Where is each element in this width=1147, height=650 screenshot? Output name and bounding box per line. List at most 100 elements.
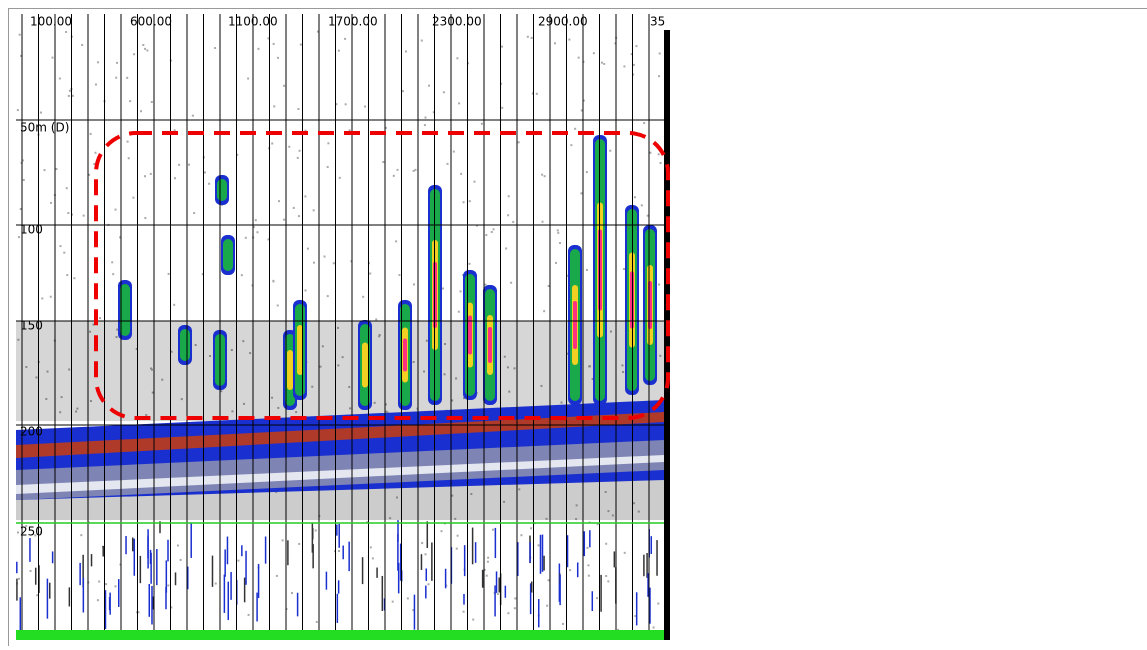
streak — [118, 581, 120, 607]
streak — [337, 594, 339, 623]
speckle — [660, 162, 662, 164]
streak — [256, 593, 258, 622]
speckle — [150, 173, 152, 175]
speckle — [41, 297, 43, 299]
speckle — [425, 117, 427, 119]
streak — [421, 554, 423, 570]
speckle — [97, 599, 99, 601]
speckle — [586, 171, 588, 173]
streak — [376, 568, 378, 578]
speckle — [398, 274, 400, 276]
streak — [498, 577, 500, 592]
streak — [482, 570, 484, 588]
speckle — [146, 49, 148, 51]
speckle — [245, 237, 247, 239]
speckle — [307, 248, 309, 250]
streak — [431, 542, 433, 580]
streak — [567, 535, 569, 567]
streak — [79, 563, 81, 585]
speckle — [17, 339, 19, 341]
speckle — [277, 57, 279, 59]
speckle — [209, 355, 211, 357]
speckle — [83, 215, 85, 217]
time-label: 1700.00 — [328, 15, 378, 29]
speckle — [458, 311, 460, 313]
speckle — [311, 386, 313, 388]
speckle — [339, 177, 341, 179]
depth-label: 200 — [20, 425, 43, 439]
speckle — [90, 400, 92, 402]
page: {"top_labels": ["100.00", "600.00", "110… — [0, 0, 1147, 646]
speckle — [557, 232, 559, 234]
speckle — [458, 102, 460, 104]
speckle — [90, 133, 92, 135]
speckle — [562, 623, 564, 625]
speckle — [97, 61, 99, 63]
streak — [16, 562, 18, 573]
streak — [342, 546, 344, 560]
speckle — [460, 290, 462, 292]
speckle — [601, 62, 603, 64]
speckle — [501, 46, 503, 48]
streak — [636, 592, 638, 625]
speckle — [402, 90, 404, 92]
speckle — [115, 209, 117, 211]
speckle — [272, 280, 274, 282]
speckle — [128, 157, 130, 159]
speckle — [80, 534, 82, 536]
speckle — [649, 152, 651, 154]
speckle — [484, 284, 486, 286]
streak — [16, 579, 18, 601]
speckle — [609, 150, 611, 152]
speckle — [161, 379, 163, 381]
speckle — [369, 273, 371, 275]
speckle — [540, 385, 542, 387]
streak — [475, 542, 477, 563]
speckle — [277, 407, 279, 409]
speckle — [47, 371, 49, 373]
speckle — [327, 295, 329, 297]
streak — [190, 523, 192, 558]
speckle — [63, 252, 65, 254]
speckle — [487, 557, 489, 559]
speckle — [127, 141, 129, 143]
speckle — [392, 601, 394, 603]
speckle — [512, 221, 514, 223]
time-label: 2300.00 — [432, 15, 482, 29]
speckle — [659, 355, 661, 357]
streak — [414, 595, 416, 630]
streak — [224, 549, 226, 576]
speckle — [192, 115, 194, 117]
speckle — [407, 597, 409, 599]
speckle — [144, 48, 146, 50]
speckle — [596, 597, 598, 599]
speckle — [463, 201, 465, 203]
speckle — [327, 166, 329, 168]
speckle — [65, 31, 67, 33]
speckle — [548, 579, 550, 581]
speckle — [396, 496, 398, 498]
speckle — [116, 329, 118, 331]
plume-yellow — [287, 350, 293, 390]
speckle — [623, 268, 625, 270]
speckle — [426, 340, 428, 342]
speckle — [61, 396, 63, 398]
speckle — [659, 52, 661, 54]
speckle — [204, 171, 206, 173]
speckle — [220, 390, 222, 392]
streak — [212, 556, 214, 587]
speckle — [559, 242, 561, 244]
speckle — [536, 93, 538, 95]
speckle — [491, 231, 493, 233]
speckle — [605, 575, 607, 577]
speckle — [504, 356, 506, 358]
streak — [83, 578, 85, 613]
speckle — [657, 603, 659, 605]
streak — [600, 575, 602, 612]
speckle — [446, 163, 448, 165]
speckle — [385, 411, 387, 413]
speckle — [140, 110, 142, 112]
speckle — [508, 391, 510, 393]
speckle — [472, 619, 474, 621]
speckle — [193, 212, 195, 214]
